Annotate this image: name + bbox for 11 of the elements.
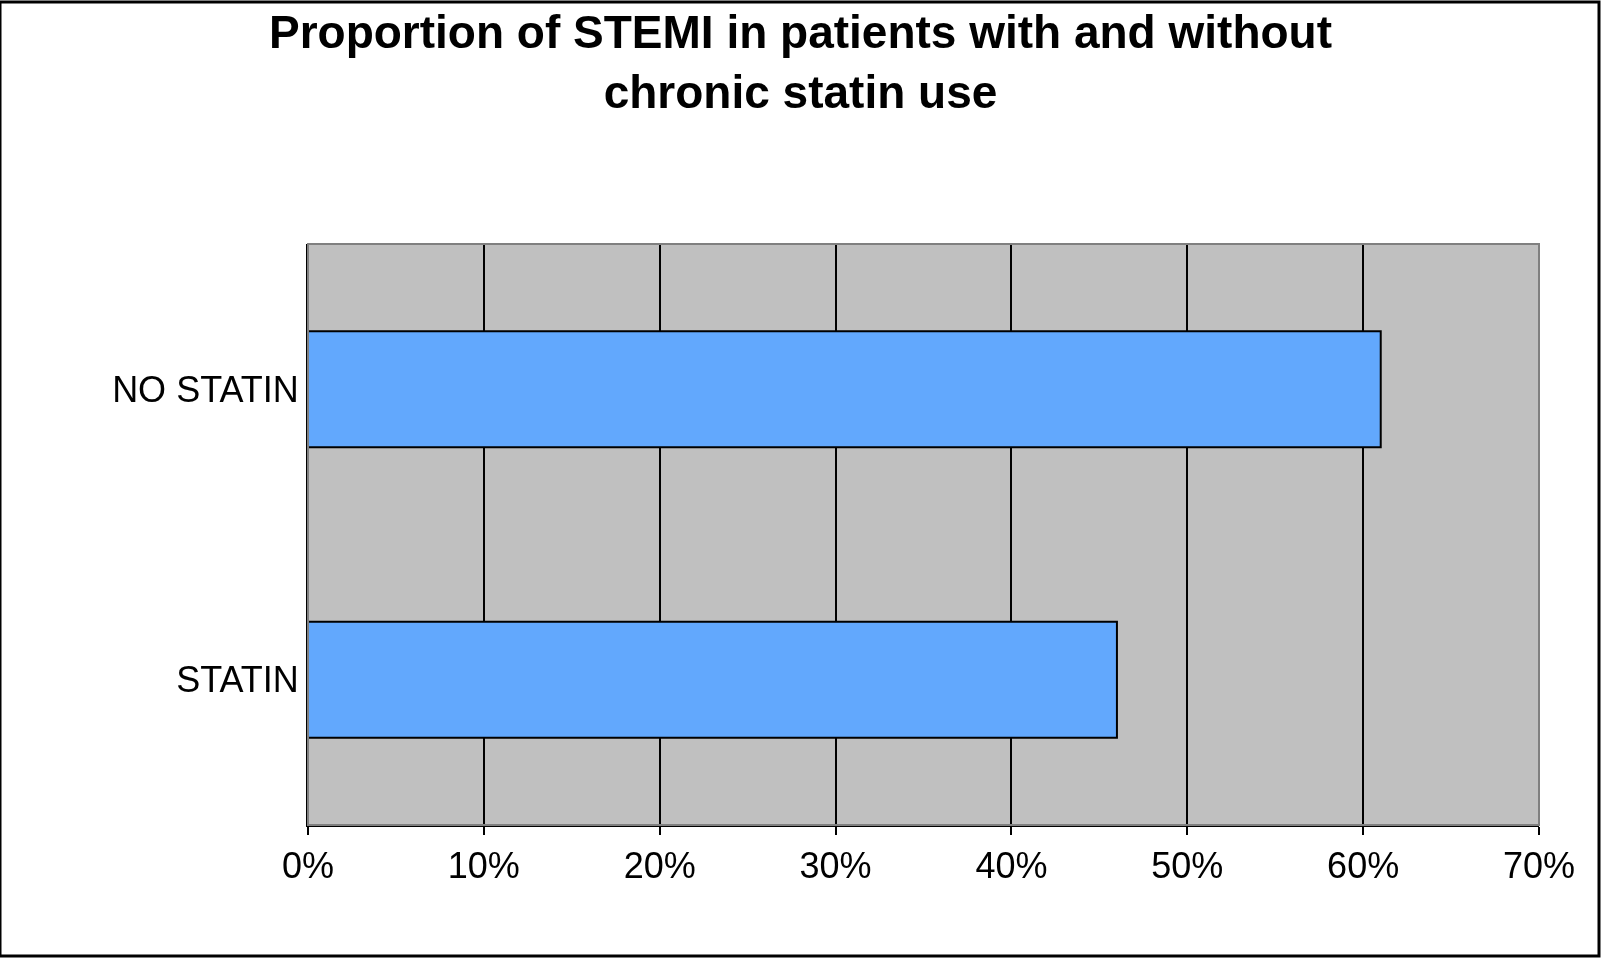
chart-title: Proportion of STEMI in patients with and without chronic statin use	[268, 5, 1333, 118]
x-tick-label: 50%	[1151, 845, 1224, 887]
x-tick-label: 40%	[975, 845, 1048, 887]
y-tick-label: STATIN	[176, 659, 299, 701]
x-tick-label: 60%	[1327, 845, 1400, 887]
x-tick-label: 70%	[1502, 845, 1576, 887]
x-tick-label: 30%	[799, 845, 872, 887]
x-tick-label: 10%	[447, 845, 520, 887]
y-tick-label: NO STATIN	[112, 368, 299, 410]
x-tick-label: 0%	[281, 845, 335, 887]
x-tick-label: 20%	[623, 845, 696, 887]
